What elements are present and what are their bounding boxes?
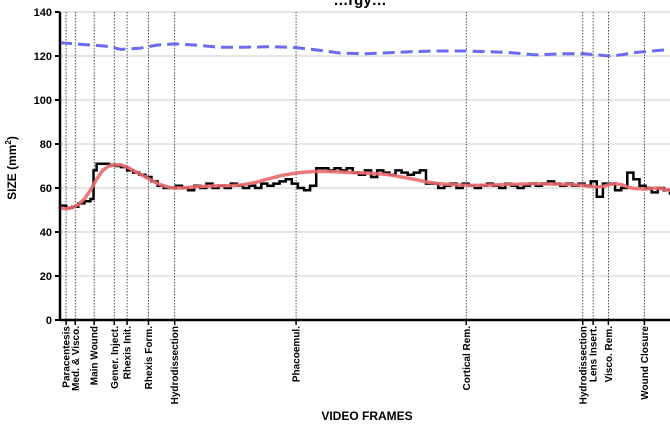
axes: 0 20 40 60 80 100 120 140: [34, 7, 670, 327]
y-axis-title-main: SIZE (mm: [5, 145, 19, 200]
y-tick-label-120: 120: [34, 51, 52, 63]
phase-label-12: Wound Closure: [640, 326, 651, 400]
y-axis-title-superscript: 2: [4, 140, 13, 145]
phase-label-6: Hydrodissection: [170, 326, 181, 404]
chart-title: …rgy…: [333, 0, 386, 9]
phase-label-11: Visco. Rem.: [604, 326, 615, 383]
phase-label-10: Lens Insert.: [589, 326, 600, 382]
y-tick-label-0: 0: [46, 315, 52, 327]
y-tick-label-40: 40: [40, 227, 52, 239]
series-layer: [58, 41, 670, 211]
series-smoothed: [58, 163, 670, 211]
phase-label-2: Main Wound: [90, 326, 101, 385]
y-tick-label-80: 80: [40, 139, 52, 151]
phase-label-5: Rhexis Form.: [144, 326, 155, 390]
y-tick-label-20: 20: [40, 271, 52, 283]
phase-label-8: Cortical Rem.: [462, 326, 473, 391]
phase-label-7: Phacoemul.: [292, 326, 303, 382]
phase-label-4: Rhexis Init.: [123, 326, 134, 380]
phase-label-9: Hydrodissection: [578, 326, 589, 404]
phase-label-0: Paracentesis: [62, 326, 73, 388]
y-tick-label-100: 100: [34, 95, 52, 107]
y-axis-title-close: ): [5, 136, 19, 140]
x-axis-title: VIDEO FRAMES: [321, 409, 412, 423]
phase-label-3: Gener. Inject.: [110, 326, 121, 389]
y-axis-title: SIZE (mm2): [4, 136, 19, 200]
y-tick-label-60: 60: [40, 183, 52, 195]
phase-label-1: Med. & Visco.: [71, 326, 82, 391]
series-dashed: [59, 41, 670, 58]
grid-layer: [60, 11, 670, 277]
y-tick-label-140: 140: [34, 7, 52, 19]
